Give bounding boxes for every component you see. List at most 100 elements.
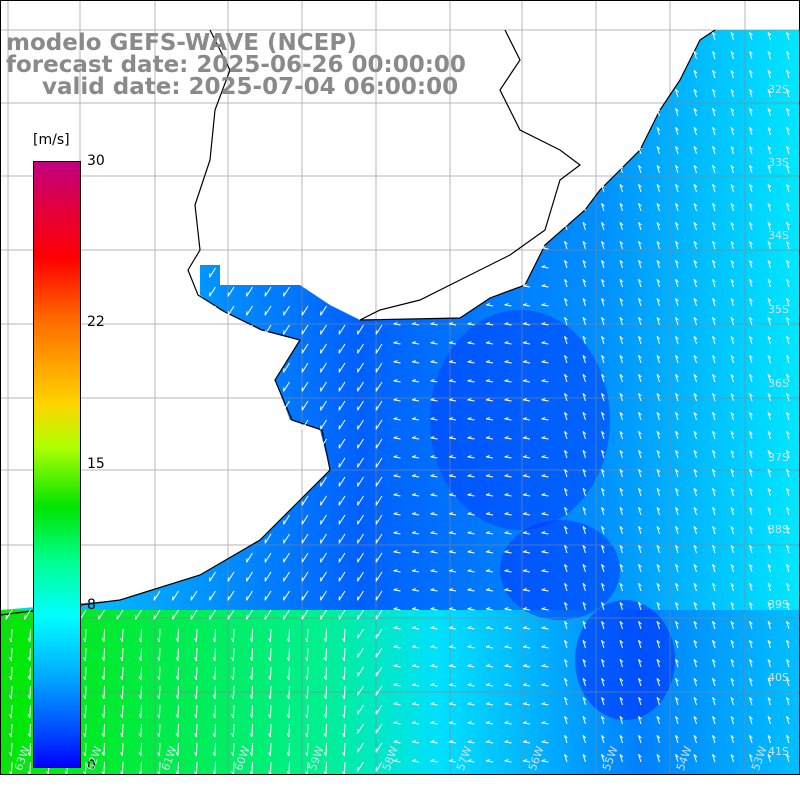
wind-arrow-head [522, 721, 528, 724]
wind-arrow-head [582, 469, 587, 473]
wind-arrow [638, 336, 642, 345]
wind-arrow [767, 51, 771, 60]
wind-arrow [227, 609, 235, 620]
wind-arrow [177, 761, 179, 776]
wind-arrow [264, 590, 272, 601]
wind-arrow [449, 589, 457, 592]
wind-arrow-head [582, 659, 587, 663]
wind-arrow-head [448, 398, 454, 401]
wind-arrow [601, 659, 605, 668]
wind-arrow-head [582, 735, 587, 739]
wind-arrow [767, 317, 771, 326]
wind-arrow [786, 659, 790, 668]
wind-arrow [786, 165, 790, 174]
wind-arrow-head [504, 493, 509, 496]
wind-arrow-head [619, 317, 624, 321]
wind-arrow [449, 665, 457, 668]
wind-arrow [504, 323, 512, 326]
wind-arrow-head [749, 754, 753, 758]
wind-arrow [195, 704, 198, 719]
wind-arrow-head [693, 203, 698, 207]
wind-arrow [767, 393, 771, 402]
wind-arrow [283, 362, 290, 373]
wind-arrow [675, 507, 679, 516]
wind-arrow-head [541, 531, 546, 534]
wind-arrow-head [693, 716, 698, 720]
wind-arrow-head [212, 638, 216, 643]
wind-arrow [730, 564, 734, 573]
wind-arrow-head [712, 659, 716, 663]
wind-arrow [467, 380, 475, 383]
wind-arrow [504, 513, 512, 516]
wind-arrow-head [430, 588, 435, 591]
wind-arrow-head [504, 588, 509, 591]
wind-arrow-head [522, 417, 528, 420]
wind-arrow [564, 450, 568, 459]
wind-arrow [656, 602, 660, 611]
wind-arrow [338, 400, 346, 411]
wind-arrow [190, 609, 198, 620]
wind-arrow [283, 286, 290, 297]
wind-arrow [338, 552, 346, 563]
wind-arrow [264, 324, 272, 335]
wind-arrow-head [485, 417, 491, 420]
wind-arrow [656, 355, 660, 364]
wind-arrow-head [393, 512, 398, 515]
wind-arrow [209, 590, 216, 601]
wind-arrow [786, 298, 790, 307]
wind-arrow [486, 722, 494, 725]
wind-arrow-head [730, 583, 735, 587]
wind-arrow [582, 317, 586, 326]
wind-arrow [712, 583, 716, 592]
wind-arrow-head [157, 733, 160, 738]
wind-arrow [393, 418, 401, 421]
wind-arrow-head [467, 512, 472, 515]
wind-arrow [412, 399, 420, 402]
wind-arrow [749, 621, 753, 630]
wind-arrow-head [564, 488, 568, 492]
wind-arrow [749, 735, 753, 744]
wind-arrow [582, 735, 586, 744]
wind-arrow [232, 685, 235, 700]
wind-arrow-head [601, 298, 605, 302]
wind-arrow-head [411, 740, 417, 743]
wind-arrow-head [564, 469, 568, 473]
wind-arrow-head [786, 450, 790, 454]
wind-arrow [619, 336, 623, 345]
wind-arrow [767, 279, 771, 288]
wind-arrow [638, 260, 642, 269]
wind-arrow [158, 685, 161, 700]
wind-arrow-head [101, 638, 105, 643]
wind-arrow [675, 279, 679, 288]
wind-arrow [693, 545, 697, 554]
wind-arrow-head [393, 322, 398, 325]
wind-arrow-head [767, 146, 772, 150]
wind-arrow [564, 222, 568, 231]
wind-arrow [767, 298, 771, 307]
wind-arrow [10, 704, 13, 719]
wind-arrow [264, 571, 272, 582]
wind-arrow [712, 412, 716, 421]
wind-arrow-head [541, 360, 546, 363]
wind-arrow-head [786, 336, 790, 340]
wind-arrow [214, 742, 216, 757]
wind-arrow-head [323, 676, 327, 681]
wind-arrow-head [693, 431, 698, 435]
wind-arrow-head [268, 695, 271, 700]
wind-arrow [195, 723, 198, 738]
wind-arrow-head [786, 127, 790, 131]
wind-arrow-head [730, 450, 735, 454]
wind-arrow-head [730, 241, 735, 245]
wind-arrow-head [656, 298, 661, 302]
wind-arrow [121, 761, 124, 776]
wind-arrow [467, 760, 475, 763]
wind-arrow-head [582, 754, 587, 758]
wind-arrow-head [342, 676, 345, 681]
wind-arrow [638, 735, 642, 744]
wind-arrow [786, 450, 790, 459]
wind-arrow [582, 393, 586, 402]
wind-arrow-head [749, 165, 753, 169]
wind-arrow-head [786, 203, 790, 207]
wind-arrow [486, 456, 494, 459]
wind-arrow [393, 475, 401, 478]
